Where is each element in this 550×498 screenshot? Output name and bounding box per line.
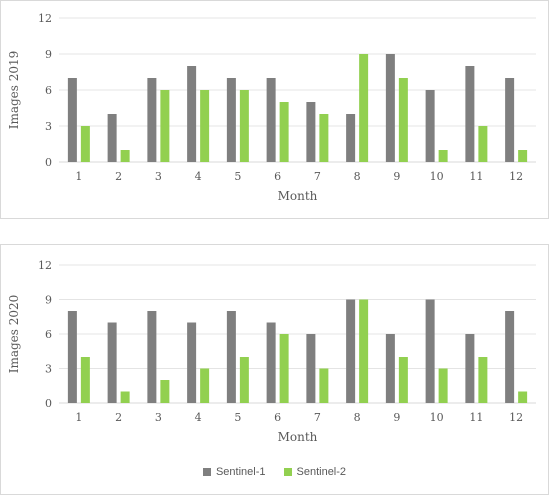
chart2-x-tick-label: 10 (430, 411, 444, 424)
chart1-bar-sentinel-2-month-3 (160, 90, 170, 162)
chart1-bar-sentinel-1-month-3 (147, 78, 157, 162)
chart1-bar-sentinel-2-month-12 (518, 150, 528, 162)
chart1-y-tick-label: 3 (45, 120, 52, 133)
legend-swatch-sentinel-2 (283, 468, 292, 476)
chart1-y-tick-label: 9 (45, 48, 52, 61)
chart1-x-tick-label: 1 (75, 170, 82, 183)
chart2-x-tick-label: 8 (354, 411, 361, 424)
chart1-x-tick-label: 12 (509, 170, 523, 183)
chart2-bar-sentinel-2-month-4 (200, 368, 210, 403)
legend-label-sentinel-2: Sentinel-2 (296, 466, 347, 478)
chart1-x-tick-label: 8 (354, 170, 361, 183)
chart1-y-tick-label: 6 (45, 84, 52, 97)
chart1-x-tick-label: 3 (155, 170, 162, 183)
chart1-bar-sentinel-2-month-5 (239, 90, 249, 162)
chart2-bar-sentinel-1-month-6 (266, 322, 276, 403)
chart2-bar-sentinel-2-month-6 (279, 334, 289, 403)
chart1-x-axis-title: Month (278, 189, 318, 203)
chart2-bar-sentinel-2-month-1 (80, 357, 90, 403)
chart1-bar-sentinel-1-month-11 (465, 66, 475, 162)
chart2-bar-sentinel-2-month-5 (239, 357, 249, 403)
chart1-bar-sentinel-2-month-6 (279, 102, 289, 162)
chart1-x-tick-label: 2 (115, 170, 122, 183)
chart2-y-tick-label: 12 (38, 259, 52, 272)
chart1-x-tick-label: 11 (469, 170, 483, 183)
chart1-bar-sentinel-2-month-7 (319, 114, 329, 162)
chart1-x-tick-label: 5 (234, 170, 241, 183)
chart2-bar-sentinel-1-month-8 (346, 299, 356, 403)
legend-swatch-sentinel-1 (202, 468, 211, 476)
chart2-x-tick-label: 4 (195, 411, 202, 424)
chart2-bar-sentinel-2-month-10 (438, 368, 448, 403)
chart2-y-tick-label: 6 (45, 328, 52, 341)
chart1-bar-sentinel-1-month-1 (67, 78, 77, 162)
chart2-bar-sentinel-2-month-9 (398, 357, 408, 403)
chart2-bar-sentinel-1-month-1 (67, 311, 77, 403)
chart2-x-tick-label: 2 (115, 411, 122, 424)
chart1-bar-sentinel-1-month-10 (425, 90, 435, 162)
chart2-bar-sentinel-1-month-11 (465, 334, 475, 403)
chart2-x-tick-label: 3 (155, 411, 162, 424)
chart1-x-tick-label: 7 (314, 170, 321, 183)
chart1-bar-sentinel-1-month-12 (505, 78, 515, 162)
chart-legend: Sentinel-1 Sentinel-2 (0, 463, 549, 481)
chart2-x-tick-label: 7 (314, 411, 321, 424)
chart2-y-tick-label: 0 (45, 397, 52, 410)
chart1-bar-sentinel-1-month-9 (385, 54, 395, 162)
chart1-bar-sentinel-2-month-1 (80, 126, 90, 162)
chart1-x-tick-label: 4 (195, 170, 202, 183)
chart1-bar-sentinel-2-month-2 (120, 150, 130, 162)
chart2-bar-sentinel-2-month-12 (518, 391, 528, 403)
chart-panel-2020: 0 3 6 9 12 1 2 3 4 5 6 7 8 9 10 11 12 Month Images 2020 (0, 244, 549, 495)
chart1-bar-sentinel-1-month-6 (266, 78, 276, 162)
chart2-bar-sentinel-1-month-10 (425, 299, 435, 403)
chart1-y-tick-label: 0 (45, 156, 52, 169)
chart2-y-tick-label: 3 (45, 363, 52, 376)
chart2-bar-sentinel-1-month-12 (505, 311, 515, 403)
chart2-x-tick-label: 12 (509, 411, 523, 424)
chart2-x-tick-label: 9 (393, 411, 400, 424)
chart1-x-tick-label: 9 (393, 170, 400, 183)
chart2-x-tick-label: 11 (469, 411, 483, 424)
chart2-bar-sentinel-2-month-2 (120, 391, 130, 403)
chart-panel-2019: 0 3 6 9 12 1 2 3 4 5 6 7 8 9 10 11 12 Month Images 2019 (0, 0, 549, 219)
chart2-x-tick-label: 1 (75, 411, 82, 424)
chart2-bar-sentinel-1-month-4 (187, 322, 197, 403)
chart2-bar-sentinel-2-month-11 (478, 357, 488, 403)
chart2-y-axis-title: Images 2020 (7, 295, 21, 374)
chart2-bar-sentinel-1-month-3 (147, 311, 157, 403)
chart1-bar-sentinel-1-month-7 (306, 102, 316, 162)
chart2-bar-sentinel-1-month-5 (226, 311, 236, 403)
legend-item-sentinel-2: Sentinel-2 (283, 466, 347, 478)
chart2-bar-sentinel-1-month-9 (385, 334, 395, 403)
chart2-x-axis-title: Month (278, 430, 318, 444)
chart1-bar-sentinel-1-month-4 (187, 66, 197, 162)
chart2-bar-sentinel-2-month-8 (359, 299, 369, 403)
chart1-x-tick-label: 6 (274, 170, 281, 183)
legend-label-sentinel-1: Sentinel-1 (215, 466, 266, 478)
chart1-bar-sentinel-1-month-2 (107, 114, 117, 162)
chart1-bar-sentinel-2-month-8 (359, 54, 369, 162)
chart1-bar-sentinel-2-month-9 (398, 78, 408, 162)
chart2-x-tick-label: 5 (234, 411, 241, 424)
chart1-y-tick-label: 12 (38, 12, 52, 25)
chart2-x-tick-label: 6 (274, 411, 281, 424)
chart1-x-tick-label: 10 (430, 170, 444, 183)
chart1-bar-sentinel-2-month-4 (200, 90, 210, 162)
chart1-bar-sentinel-1-month-8 (346, 114, 356, 162)
chart1-bar-sentinel-1-month-5 (226, 78, 236, 162)
chart1-bar-sentinel-2-month-10 (438, 150, 448, 162)
legend-item-sentinel-1: Sentinel-1 (202, 466, 266, 478)
chart2-bar-sentinel-1-month-2 (107, 322, 117, 403)
chart2-bar-sentinel-2-month-3 (160, 380, 170, 403)
chart1-bar-sentinel-2-month-11 (478, 126, 488, 162)
chart1-y-axis-title: Images 2019 (7, 51, 21, 130)
chart2-y-tick-label: 9 (45, 294, 52, 307)
chart2-bar-sentinel-1-month-7 (306, 334, 316, 403)
chart2-bar-sentinel-2-month-7 (319, 368, 329, 403)
